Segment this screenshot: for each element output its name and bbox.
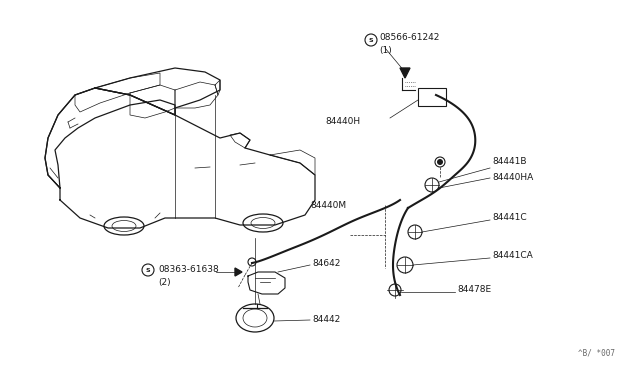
Text: (2): (2)	[158, 278, 171, 286]
Text: 08363-61638: 08363-61638	[158, 266, 219, 275]
Circle shape	[437, 159, 443, 165]
Text: 84440M: 84440M	[310, 201, 346, 209]
Text: (1): (1)	[379, 45, 392, 55]
Text: ^B/ *007: ^B/ *007	[578, 349, 615, 358]
Text: 08566-61242: 08566-61242	[379, 33, 440, 42]
Text: 84642: 84642	[312, 259, 340, 267]
Text: 84441CA: 84441CA	[492, 251, 532, 260]
Text: 84440H: 84440H	[325, 118, 360, 126]
Text: 84441B: 84441B	[492, 157, 527, 167]
Bar	[418, 88, 446, 106]
Text: 84478E: 84478E	[457, 285, 491, 295]
Text: S: S	[369, 38, 373, 42]
Text: 84442: 84442	[312, 315, 340, 324]
Text: 84441C: 84441C	[492, 214, 527, 222]
Text: S: S	[146, 267, 150, 273]
Polygon shape	[400, 68, 410, 78]
Text: 84440HA: 84440HA	[492, 173, 533, 183]
Polygon shape	[235, 268, 242, 276]
